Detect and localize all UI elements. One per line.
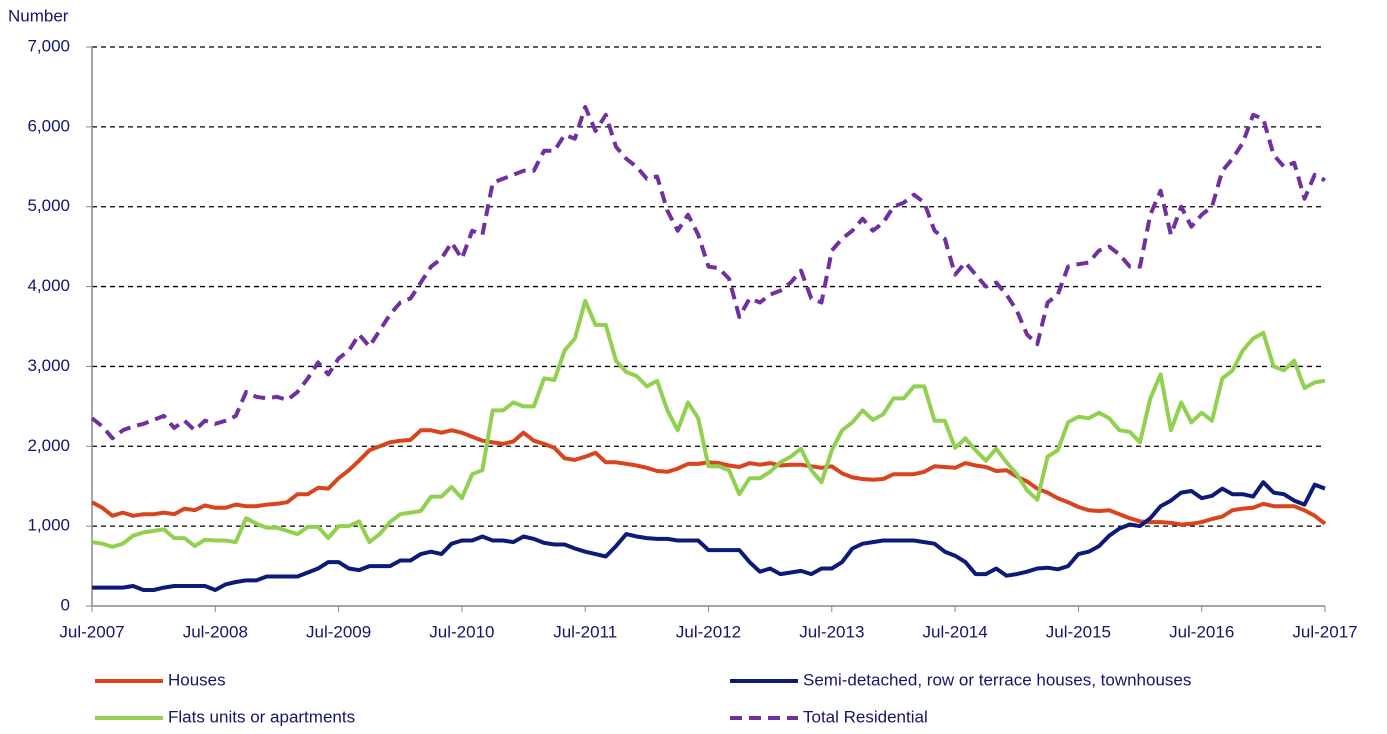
legend-label: Flats units or apartments — [168, 707, 355, 726]
x-tick-label: Jul-2010 — [429, 622, 494, 641]
legend-label: Houses — [168, 670, 226, 689]
x-tick-label: Jul-2007 — [59, 622, 124, 641]
y-tick-label: 6,000 — [27, 116, 70, 135]
series-line — [92, 480, 1326, 592]
y-tick-label: 3,000 — [27, 356, 70, 375]
y-tick-label: 0 — [61, 595, 70, 614]
legend-label: Total Residential — [803, 707, 928, 726]
legend-label: Semi-detached, row or terrace houses, to… — [803, 670, 1191, 689]
y-tick-label: 7,000 — [27, 36, 70, 55]
y-axis-label: Number — [8, 6, 69, 25]
x-tick-label: Jul-2011 — [553, 622, 617, 641]
x-tick-label: Jul-2016 — [1169, 622, 1234, 641]
series-line — [91, 428, 1327, 527]
x-tick-label: Jul-2012 — [676, 622, 741, 641]
y-tick-label: 2,000 — [27, 436, 70, 455]
series-line — [91, 298, 1326, 549]
x-tick-label: Jul-2008 — [183, 622, 248, 641]
y-tick-label: 5,000 — [27, 196, 70, 215]
y-tick-label: 4,000 — [27, 276, 70, 295]
x-tick-label: Jul-2009 — [306, 622, 371, 641]
x-tick-label: Jul-2014 — [922, 622, 987, 641]
x-tick-label: Jul-2015 — [1046, 622, 1111, 641]
y-tick-label: 1,000 — [27, 516, 70, 535]
x-tick-label: Jul-2013 — [799, 622, 864, 641]
series-line — [90, 104, 1326, 441]
x-tick-label: Jul-2017 — [1292, 622, 1357, 641]
